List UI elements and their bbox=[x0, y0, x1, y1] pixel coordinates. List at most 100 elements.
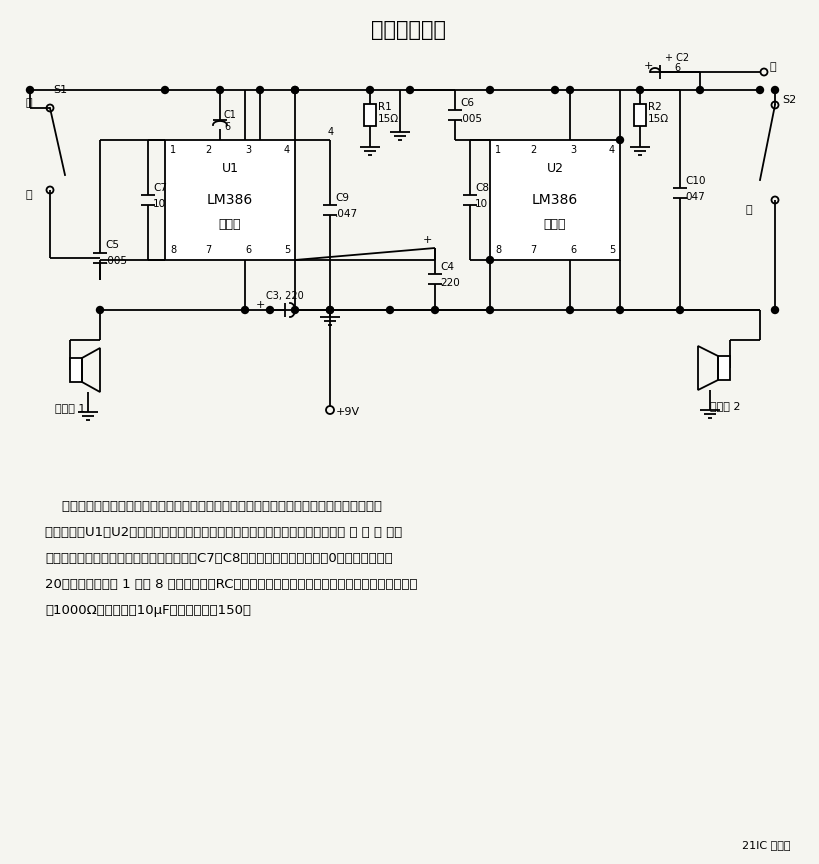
Circle shape bbox=[757, 86, 763, 93]
Text: LM386: LM386 bbox=[532, 193, 578, 207]
Text: +: + bbox=[256, 300, 265, 310]
Circle shape bbox=[567, 307, 573, 314]
Circle shape bbox=[486, 307, 494, 314]
Text: 5: 5 bbox=[609, 245, 615, 255]
Circle shape bbox=[256, 86, 264, 93]
Text: 7: 7 bbox=[530, 245, 536, 255]
Bar bbox=[718, 356, 730, 380]
Circle shape bbox=[327, 307, 333, 314]
Text: 21IC 电子网: 21IC 电子网 bbox=[741, 840, 790, 850]
Circle shape bbox=[292, 86, 298, 93]
Text: 10: 10 bbox=[153, 199, 166, 209]
Circle shape bbox=[327, 307, 333, 314]
Text: C9: C9 bbox=[335, 193, 349, 203]
Text: 20左右。如果在脚 1 和脚 8 之间连接一个RC串联电路，则增益可为某一中间値。例如，取电阔値: 20左右。如果在脚 1 和脚 8 之间连接一个RC串联电路，则增益可为某一中间値… bbox=[45, 578, 418, 591]
Circle shape bbox=[26, 86, 34, 93]
Text: 4: 4 bbox=[328, 127, 334, 137]
Text: 2: 2 bbox=[205, 145, 211, 155]
Circle shape bbox=[636, 86, 644, 93]
Bar bbox=[364, 104, 376, 126]
Text: C3, 220: C3, 220 bbox=[266, 291, 304, 301]
Circle shape bbox=[406, 86, 414, 93]
Circle shape bbox=[486, 257, 494, 264]
Text: 4: 4 bbox=[609, 145, 615, 155]
Text: C5: C5 bbox=[105, 240, 119, 251]
Text: 2: 2 bbox=[530, 145, 536, 155]
Text: 放大器: 放大器 bbox=[544, 219, 566, 232]
Text: C8: C8 bbox=[475, 183, 489, 193]
Text: +: + bbox=[423, 235, 432, 245]
Text: 以选择每个站的发送与接收。附加的电容器C7和C8，可使放大器的增益达到0，否则增益只有: 以选择每个站的发送与接收。附加的电容器C7和C8，可使放大器的增益达到0，否则增… bbox=[45, 552, 393, 565]
Text: 说: 说 bbox=[25, 98, 32, 108]
Text: 3: 3 bbox=[245, 145, 251, 155]
Text: R2: R2 bbox=[648, 102, 662, 112]
Text: 4: 4 bbox=[284, 145, 290, 155]
Text: 7: 7 bbox=[205, 245, 211, 255]
Text: 3: 3 bbox=[570, 145, 576, 155]
Text: 8: 8 bbox=[495, 245, 501, 255]
Text: .005: .005 bbox=[105, 257, 128, 266]
Text: 为1000Ω和电容値为10μF时，增益约为150。: 为1000Ω和电容値为10μF时，增益约为150。 bbox=[45, 604, 251, 617]
Circle shape bbox=[617, 307, 623, 314]
Text: LM386: LM386 bbox=[207, 193, 253, 207]
Circle shape bbox=[771, 86, 779, 93]
Text: 5: 5 bbox=[283, 245, 290, 255]
Text: U2: U2 bbox=[546, 162, 563, 175]
Circle shape bbox=[387, 307, 393, 314]
Text: 扬声器 1: 扬声器 1 bbox=[55, 403, 85, 413]
Circle shape bbox=[617, 137, 623, 143]
Text: 扬声器 2: 扬声器 2 bbox=[710, 401, 740, 411]
Bar bbox=[165, 140, 295, 260]
Circle shape bbox=[486, 86, 494, 93]
Text: 听: 听 bbox=[745, 205, 752, 215]
Text: U1: U1 bbox=[221, 162, 238, 175]
Text: 6: 6 bbox=[245, 245, 251, 255]
Text: 1: 1 bbox=[170, 145, 176, 155]
Circle shape bbox=[771, 307, 779, 314]
Text: 该电路采用两个独立的放大器而非单一的放大器，每个通信站用一个，此外该电路还有一个: 该电路采用两个独立的放大器而非单一的放大器，每个通信站用一个，此外该电路还有一个 bbox=[45, 500, 382, 513]
Text: .005: .005 bbox=[460, 114, 483, 124]
Text: R1: R1 bbox=[378, 102, 391, 112]
Circle shape bbox=[676, 307, 684, 314]
Text: +: + bbox=[644, 61, 654, 71]
Circle shape bbox=[242, 307, 248, 314]
Circle shape bbox=[266, 307, 274, 314]
Bar bbox=[490, 140, 620, 260]
Text: 6: 6 bbox=[570, 245, 576, 255]
Circle shape bbox=[216, 86, 224, 93]
Text: 8: 8 bbox=[170, 245, 176, 255]
Text: 10: 10 bbox=[475, 199, 488, 209]
Circle shape bbox=[97, 307, 103, 314]
Text: 15Ω: 15Ω bbox=[378, 114, 399, 124]
Circle shape bbox=[696, 86, 704, 93]
Circle shape bbox=[292, 86, 298, 93]
Text: C10: C10 bbox=[685, 175, 705, 186]
Text: C1: C1 bbox=[224, 110, 237, 120]
Text: 说: 说 bbox=[770, 62, 776, 72]
Text: 6: 6 bbox=[674, 63, 680, 73]
Text: 220: 220 bbox=[440, 278, 459, 288]
Text: 15Ω: 15Ω bbox=[648, 114, 669, 124]
Circle shape bbox=[292, 307, 298, 314]
Bar bbox=[70, 358, 82, 382]
Circle shape bbox=[551, 86, 559, 93]
Text: 听: 听 bbox=[25, 190, 32, 200]
Text: + C2: + C2 bbox=[665, 53, 689, 63]
Circle shape bbox=[161, 86, 169, 93]
Circle shape bbox=[366, 86, 373, 93]
Text: C6: C6 bbox=[460, 98, 474, 108]
Text: C4: C4 bbox=[440, 262, 454, 272]
Text: 047: 047 bbox=[685, 192, 705, 201]
Text: 双向通信电路: 双向通信电路 bbox=[372, 20, 446, 40]
Text: 6: 6 bbox=[224, 122, 230, 132]
Circle shape bbox=[432, 307, 438, 314]
Text: S2: S2 bbox=[782, 95, 796, 105]
Text: 放大器: 放大器 bbox=[219, 219, 242, 232]
Text: .047: .047 bbox=[335, 209, 358, 219]
Circle shape bbox=[567, 86, 573, 93]
Text: +9V: +9V bbox=[336, 407, 360, 417]
Text: S1: S1 bbox=[53, 85, 67, 95]
Text: C7: C7 bbox=[153, 183, 167, 193]
Text: 时分装置。U1和U2为低压音频放大器，它们都是独立动作的个体，并带有各自的 转 换 开 关，: 时分装置。U1和U2为低压音频放大器，它们都是独立动作的个体，并带有各自的 转 … bbox=[45, 526, 402, 539]
Bar bbox=[634, 104, 646, 126]
